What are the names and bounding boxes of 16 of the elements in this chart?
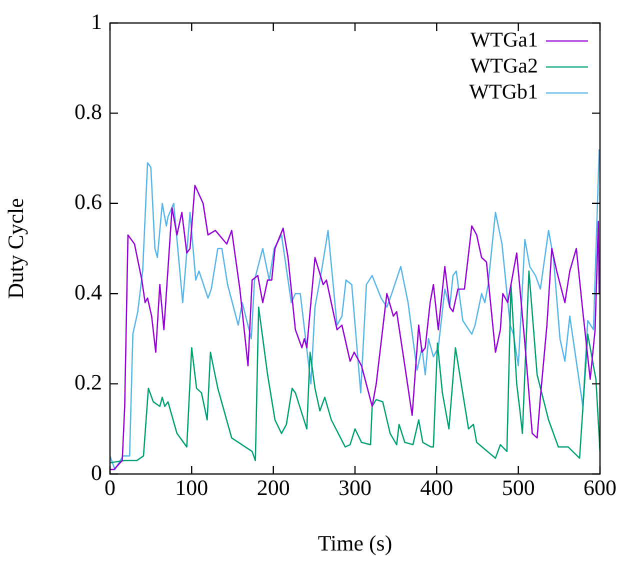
- y-tick-label: 0.8: [74, 98, 102, 124]
- legend-label: WTGa2: [470, 54, 538, 78]
- legend-label: WTGa1: [470, 28, 538, 52]
- x-tick-label: 500: [502, 474, 535, 500]
- x-tick-label: 100: [175, 474, 208, 500]
- y-tick-label: 1: [91, 8, 102, 34]
- y-tick-label: 0.6: [74, 189, 102, 214]
- y-tick-label: 0.4: [74, 279, 102, 304]
- y-tick-label: 0.2: [74, 370, 102, 395]
- x-axis-title: Time (s): [318, 530, 392, 556]
- x-tick-label: 400: [420, 474, 454, 500]
- legend-label: WTGb1: [469, 80, 538, 104]
- y-axis-title: Duty Cycle: [2, 198, 28, 299]
- x-tick-label: 200: [256, 474, 290, 500]
- x-tick-label: 300: [338, 474, 372, 500]
- x-tick-label: 600: [584, 474, 616, 500]
